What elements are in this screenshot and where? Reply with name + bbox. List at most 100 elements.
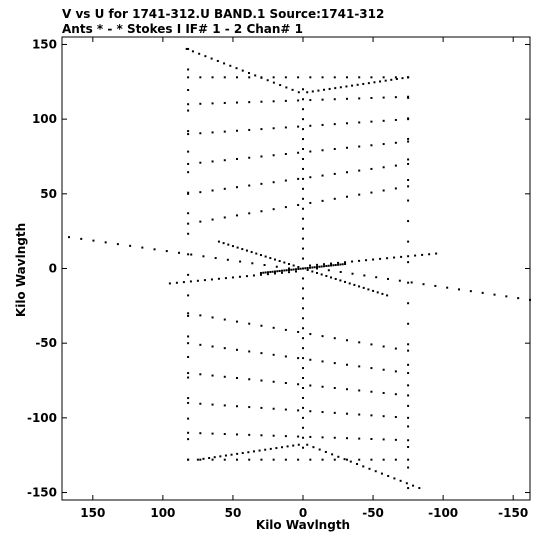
uv-point: [302, 177, 305, 180]
uv-point: [241, 69, 244, 72]
uv-point: [260, 379, 263, 382]
uv-point: [358, 169, 361, 172]
uv-point: [223, 216, 226, 219]
uv-point: [363, 274, 366, 277]
uv-point: [323, 265, 326, 268]
uv-point: [295, 270, 297, 273]
uv-point: [275, 265, 278, 268]
uv-point: [407, 394, 410, 397]
uv-point: [235, 101, 238, 104]
uv-point: [187, 372, 190, 375]
uv-point: [362, 465, 365, 468]
uv-point: [187, 458, 190, 461]
uv-point: [309, 150, 312, 153]
uv-point: [345, 122, 348, 125]
uv-point: [345, 437, 348, 440]
uv-point: [223, 347, 226, 350]
uv-point: [386, 257, 389, 260]
uv-point: [196, 458, 199, 461]
uv-point: [223, 187, 226, 190]
uv-point: [309, 333, 312, 336]
uv-point: [187, 294, 190, 297]
uv-point: [339, 279, 342, 282]
uv-point: [394, 96, 397, 99]
uv-point: [284, 152, 287, 155]
uv-point: [333, 123, 336, 126]
uv-point: [375, 276, 378, 279]
uv-point: [394, 118, 397, 121]
uv-point: [187, 273, 190, 276]
uv-point: [211, 374, 214, 377]
uv-point: [302, 367, 305, 370]
x-tick-label: 50: [225, 506, 242, 520]
uv-point: [284, 355, 287, 358]
uv-point: [245, 249, 248, 252]
uv-point: [187, 109, 190, 112]
uv-point: [284, 99, 287, 102]
uv-point: [247, 451, 250, 454]
uv-point: [258, 449, 261, 452]
uv-point: [370, 144, 373, 147]
y-tick-label: -100: [27, 411, 57, 425]
uv-point: [116, 243, 119, 246]
uv-point: [407, 220, 410, 223]
uv-point: [235, 458, 238, 461]
uv-point: [382, 119, 385, 122]
uv-point: [332, 264, 335, 267]
uv-point: [284, 382, 287, 385]
uv-point: [309, 99, 312, 102]
uv-point: [374, 470, 377, 473]
uv-point: [187, 133, 190, 136]
uv-point: [372, 289, 375, 292]
uv-point: [248, 350, 251, 353]
uv-point: [302, 227, 305, 230]
uv-point: [353, 283, 356, 286]
uv-point: [382, 345, 385, 348]
uv-point: [382, 438, 385, 441]
chart-title-line1: V vs U for 1741-312.U BAND.1 Source:1741…: [62, 7, 384, 21]
uv-point: [189, 280, 192, 283]
uv-point: [370, 438, 373, 441]
uv-point: [280, 271, 283, 274]
uv-point: [365, 259, 368, 262]
uv-point: [306, 91, 309, 94]
uv-point: [324, 450, 327, 453]
uv-point: [203, 279, 206, 282]
uv-point: [208, 457, 211, 460]
uv-point: [272, 434, 275, 437]
uv-point: [367, 288, 370, 291]
uv-point: [247, 72, 250, 75]
uv-point: [407, 349, 410, 352]
uv-point: [297, 125, 300, 128]
uv-point: [287, 263, 290, 266]
uv-point: [316, 266, 319, 269]
uv-point: [223, 62, 226, 65]
uv-point: [302, 197, 305, 200]
uv-point: [273, 258, 276, 261]
uv-point: [311, 90, 314, 93]
uv-point: [272, 81, 275, 84]
uv-point: [260, 76, 263, 79]
uv-point: [393, 256, 396, 259]
uv-point: [187, 401, 190, 404]
uv-point: [302, 406, 305, 409]
uv-point: [272, 208, 275, 211]
uv-point: [309, 458, 312, 461]
uv-point: [229, 64, 232, 67]
uv-point: [297, 151, 300, 154]
uv-point: [394, 141, 397, 144]
uv-point: [211, 458, 214, 461]
uv-point: [370, 414, 373, 417]
uv-point: [187, 150, 190, 153]
uv-point: [302, 98, 305, 101]
uv-point: [309, 201, 312, 204]
uv-point: [187, 232, 190, 235]
uv-point: [223, 404, 226, 407]
uv-point: [248, 322, 251, 325]
uv-point: [330, 264, 333, 267]
uv-point: [199, 161, 202, 164]
uv-point: [231, 276, 234, 279]
uv-point: [248, 128, 251, 131]
uv-point: [337, 261, 340, 264]
uv-point: [187, 431, 190, 434]
